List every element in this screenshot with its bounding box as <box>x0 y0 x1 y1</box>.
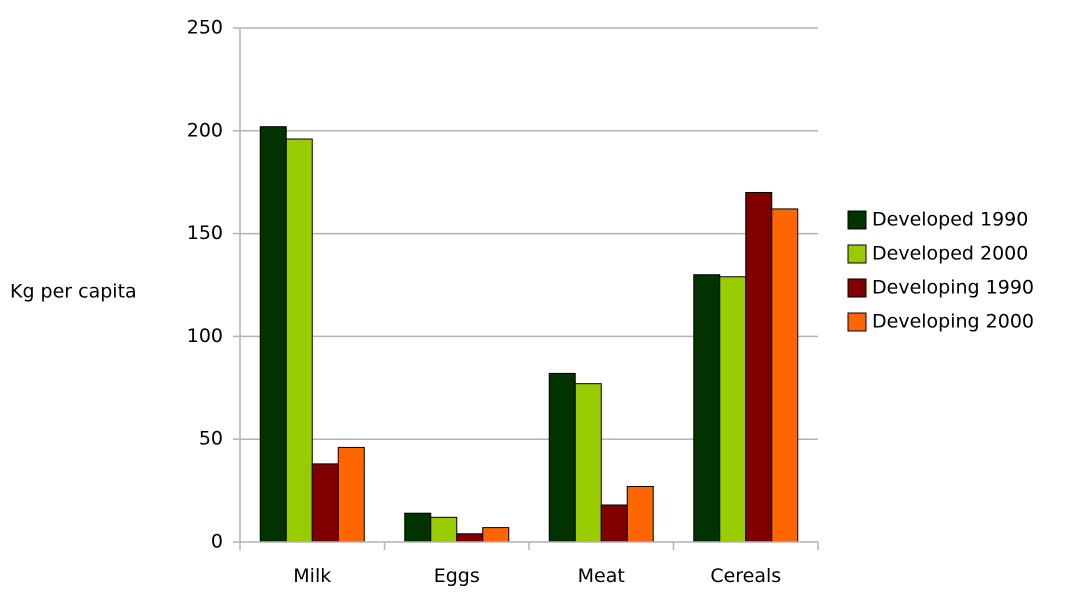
bar-developed-1990-cereals <box>693 274 721 543</box>
legend-swatch <box>847 278 867 298</box>
bar-developed-2000-milk <box>285 138 313 543</box>
bar-developing-1990-meat <box>600 504 628 543</box>
bar-developing-2000-eggs <box>482 527 510 543</box>
y-tick-label: 150 <box>187 222 223 244</box>
x-tick-label: Meat <box>578 565 625 587</box>
y-tick-label: 250 <box>187 17 223 39</box>
y-tick-label: 50 <box>199 428 223 450</box>
x-tick-label: Milk <box>293 565 331 587</box>
bar-developed-2000-eggs <box>430 516 458 543</box>
legend-swatch <box>847 210 867 230</box>
bars <box>259 126 799 543</box>
bar-developed-2000-cereals <box>719 276 747 543</box>
legend-label: Developing 1990 <box>872 277 1034 299</box>
x-tick-label: Eggs <box>434 565 480 587</box>
bar-developing-2000-milk <box>337 446 365 543</box>
bar-developed-1990-meat <box>548 372 576 543</box>
bar-developed-2000-meat <box>574 383 602 543</box>
legend-label: Developed 2000 <box>872 243 1028 265</box>
legend: Developed 1990 Developed 2000 Developing 1… <box>847 209 1034 333</box>
y-axis-title: Kg per capita <box>10 281 137 303</box>
bar-developing-1990-cereals <box>745 191 773 543</box>
bar-developed-1990-milk <box>259 126 287 543</box>
bar-developing-1990-eggs <box>456 533 484 543</box>
y-tick-label: 0 <box>211 531 223 553</box>
legend-label: Developing 2000 <box>872 311 1034 333</box>
legend-swatch <box>847 244 867 264</box>
axes: 0 50 100 150 200 250 Milk Eggs Meat Cereals <box>187 17 819 587</box>
bar-developing-2000-meat <box>626 485 654 543</box>
y-tick-label: 100 <box>187 325 223 347</box>
x-tick-label: Cereals <box>710 565 781 587</box>
y-tick-label: 200 <box>187 119 223 141</box>
bar-developing-1990-milk <box>311 463 339 543</box>
legend-label: Developed 1990 <box>872 209 1028 231</box>
legend-swatch <box>847 312 867 332</box>
bar-developing-2000-cereals <box>771 208 799 543</box>
bar-developed-1990-eggs <box>404 512 432 543</box>
